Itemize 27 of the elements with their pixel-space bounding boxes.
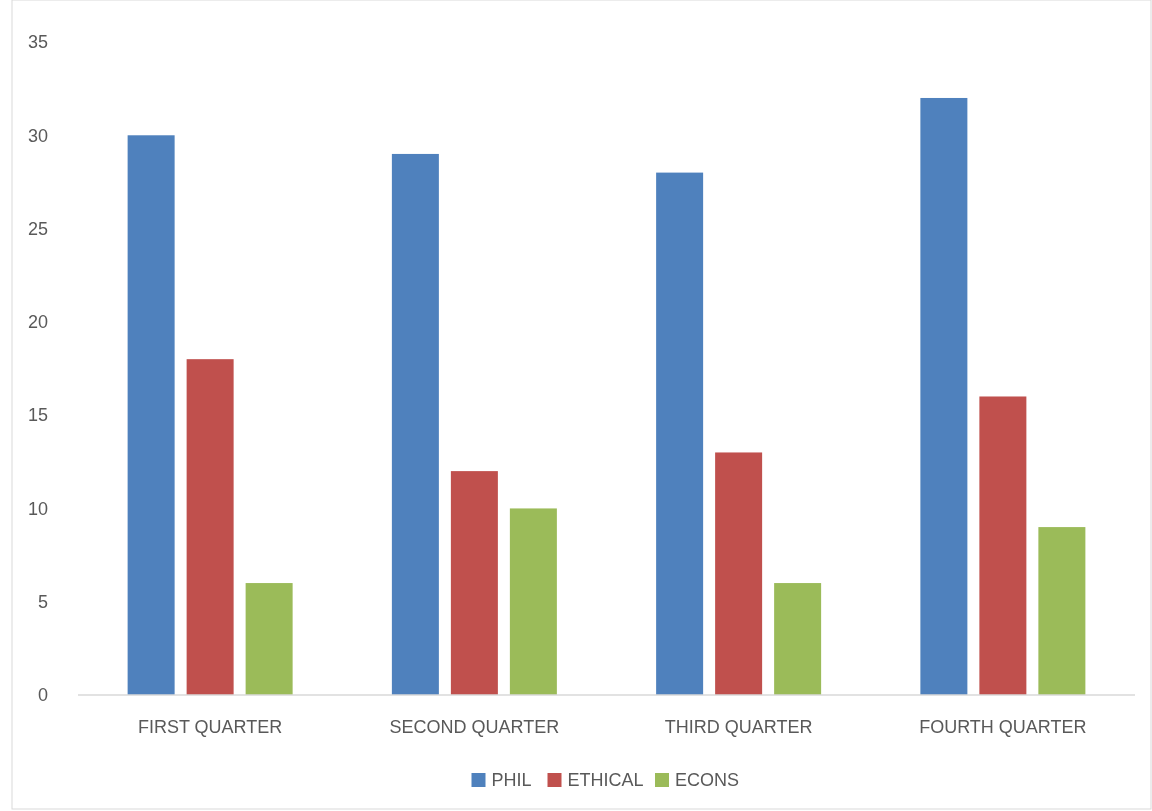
- y-tick-label: 15: [27, 405, 48, 426]
- bar: [391, 153, 439, 695]
- x-tick-label: FOURTH QUARTER: [919, 717, 1087, 737]
- y-tick-label: 0: [37, 685, 48, 706]
- bar: [450, 471, 498, 695]
- bar: [509, 508, 557, 695]
- bar: [920, 97, 968, 695]
- legend-label: ETHICAL: [567, 770, 644, 791]
- legend-label: ECONS: [675, 770, 740, 791]
- legend-label: PHIL: [491, 770, 532, 791]
- y-tick-label: 5: [37, 592, 48, 613]
- bar: [127, 135, 175, 695]
- bar: [1038, 527, 1086, 695]
- bar: [656, 172, 704, 695]
- bar: [245, 583, 293, 695]
- bar: [979, 396, 1027, 695]
- x-tick-label: FIRST QUARTER: [137, 717, 283, 737]
- bar: [715, 452, 763, 695]
- y-tick-label: 25: [27, 218, 48, 239]
- bar: [774, 583, 822, 695]
- bar: [186, 359, 234, 695]
- y-tick-label: 20: [27, 312, 48, 333]
- y-tick-label: 35: [27, 32, 48, 53]
- x-tick-label: SECOND QUARTER: [389, 717, 560, 737]
- y-tick-label: 10: [27, 498, 48, 519]
- y-tick-label: 30: [27, 125, 48, 146]
- x-tick-label: THIRD QUARTER: [664, 717, 813, 737]
